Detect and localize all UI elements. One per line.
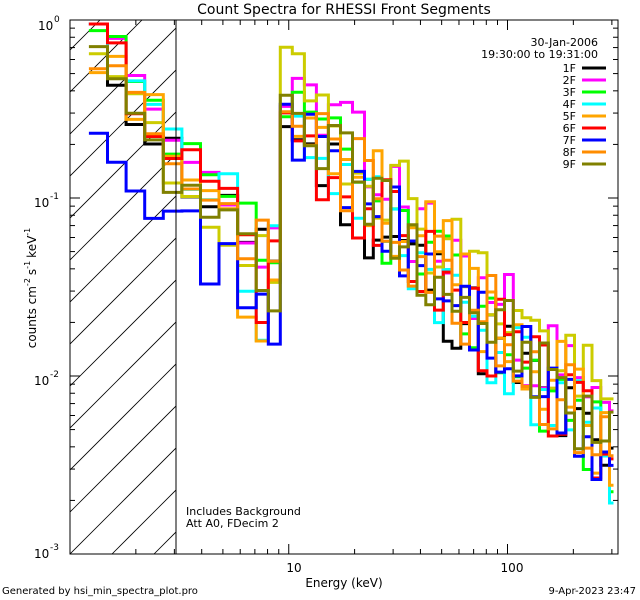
hatch-line — [70, 195, 176, 303]
legend-label: 3F — [563, 86, 576, 99]
y-axis-label-main: counts cm — [25, 286, 39, 348]
legend-label: 5F — [563, 110, 576, 123]
excluded-region-hatch — [70, 20, 176, 554]
legend-label: 9F — [563, 158, 576, 171]
x-tick-label-100: 100 — [501, 561, 524, 575]
y-axis-label-kev: keV — [25, 235, 39, 258]
y-tick-label-base: 10 — [34, 547, 49, 561]
footer-generator: Generated by hsi_min_spectra_plot.pro — [2, 586, 198, 597]
y-tick-label-base: 10 — [34, 196, 49, 210]
hatch-line — [70, 279, 176, 387]
y-tick-label-0.001: 10 -3 — [34, 543, 59, 561]
y-tick-label-base: 10 — [38, 19, 53, 33]
chart-title: Count Spectra for RHESSI Front Segments — [197, 2, 491, 18]
plot-frame — [69, 19, 619, 555]
hatch-line — [70, 69, 176, 177]
y-tick-label-0.1: 10 -1 — [34, 192, 59, 210]
y-tick-label-1: 10 0 — [38, 15, 60, 33]
legend-label: 4F — [563, 98, 576, 111]
y-axis-label-exp-cm: -2 — [23, 278, 32, 286]
time-range-label: 19:30:00 to 19:31:00 — [481, 48, 598, 61]
annotation-attenuator: Att A0, FDecim 2 — [186, 517, 279, 530]
series-line-7f — [88, 102, 614, 481]
legend-label: 1F — [563, 62, 576, 75]
axis-ticks — [69, 19, 618, 555]
hatch-line — [70, 363, 176, 471]
footer-timestamp: 9-Apr-2023 23:47 — [549, 586, 636, 597]
legend-label: 7F — [563, 134, 576, 147]
legend-label: 8F — [563, 146, 576, 159]
hatch-line — [70, 447, 176, 554]
series-group — [88, 22, 614, 505]
y-axis-label: counts cm-2s-1keV-1 — [23, 228, 39, 349]
series-line-9f — [88, 45, 614, 451]
x-tick-label-10: 10 — [286, 561, 301, 575]
hatch-line — [70, 237, 176, 345]
date-label: 30-Jan-2006 — [531, 36, 599, 49]
annotation-background: Includes Background — [186, 505, 301, 518]
y-tick-label-exp: -1 — [50, 192, 59, 202]
y-axis-label-exp-kev: -1 — [23, 228, 32, 236]
y-tick-label-0.01: 10 -2 — [34, 370, 59, 388]
x-axis-label: Energy (keV) — [305, 576, 382, 590]
y-axis-label-s: s — [25, 269, 39, 275]
y-tick-label-base: 10 — [34, 374, 49, 388]
y-tick-label-exp: 0 — [54, 15, 60, 25]
y-tick-label-exp: -2 — [50, 370, 59, 380]
y-tick-label-exp: -3 — [50, 543, 59, 553]
hatch-line — [70, 405, 176, 513]
y-axis-label-exp-s: -1 — [23, 261, 32, 269]
legend-label: 2F — [563, 74, 576, 87]
legend-label: 6F — [563, 122, 576, 135]
hatch-line — [70, 27, 176, 135]
svg-text:counts cm-2s-1keV-1: counts cm-2s-1keV-1 — [23, 228, 39, 349]
